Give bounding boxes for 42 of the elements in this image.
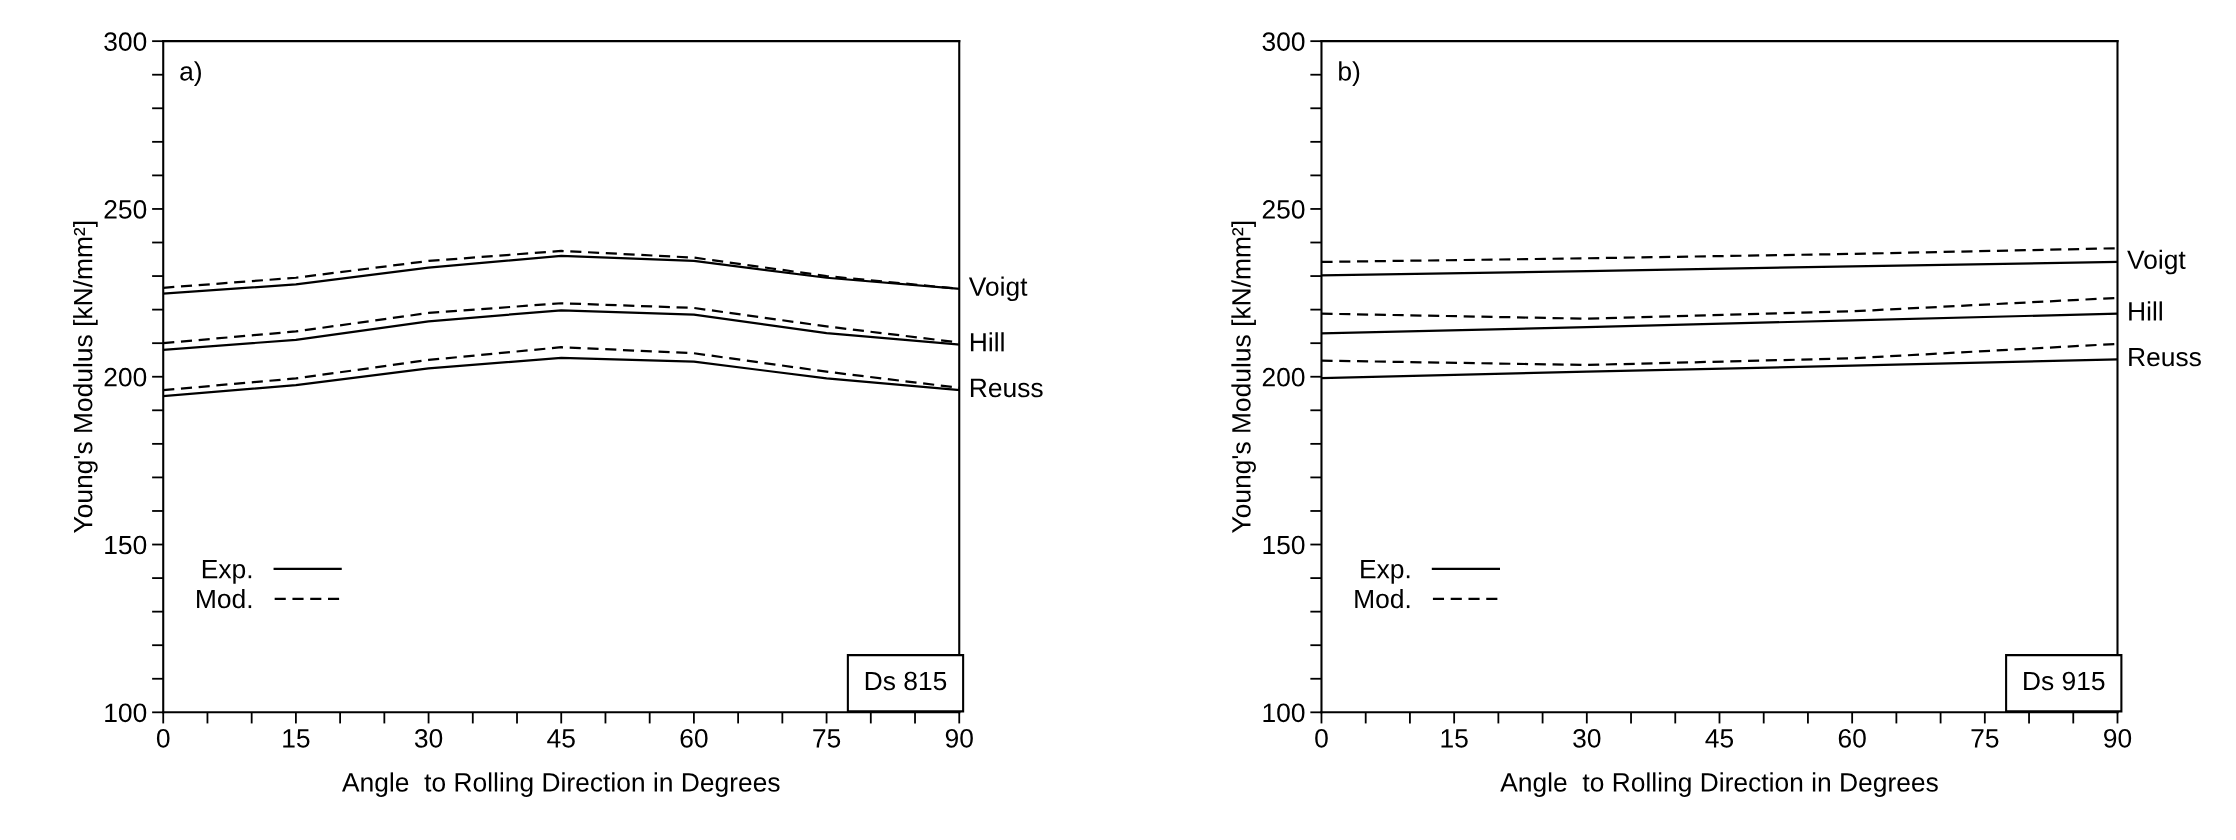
x-tick-label: 0	[1315, 728, 1328, 748]
x-tick-label: 30	[1573, 728, 1601, 748]
x-tick-label: 45	[547, 729, 575, 748]
y-tick-label: 150	[105, 535, 147, 555]
annotation: Ds 915	[2024, 671, 2105, 691]
y-tick-label: 300	[1262, 32, 1305, 51]
x-tick-label: 75	[1971, 729, 1999, 748]
x-tick-label: 0	[156, 728, 170, 748]
y-tick-label: 300	[104, 32, 147, 51]
y-axis-title: Young's Modulus [kN/mm²]	[1231, 221, 1256, 533]
x-tick-label: 15	[283, 729, 310, 748]
annotation: Mod.	[197, 588, 252, 609]
y-tick-label: 250	[1262, 200, 1305, 219]
annotation: Ds 815	[865, 671, 947, 691]
x-tick-label: 60	[1838, 728, 1866, 748]
x-axis-title: Angle to Rolling Direction in Degrees	[1500, 772, 1938, 797]
series-label: Reuss	[2129, 347, 2201, 367]
annotation: b)	[1339, 61, 1360, 86]
annotation: Exp.	[202, 560, 252, 584]
y-tick-label: 250	[104, 200, 147, 219]
x-tick-label: 15	[1441, 729, 1468, 748]
x-tick-label: 90	[2104, 728, 2132, 748]
annotation: Mod.	[1355, 588, 1410, 609]
y-tick-label: 200	[1262, 367, 1305, 387]
series-label: Voigt	[2127, 249, 2186, 275]
series-label: Voigt	[968, 276, 1028, 302]
y-tick-label: 150	[1263, 535, 1305, 555]
annotation: Exp.	[1361, 560, 1410, 584]
x-tick-label: 90	[945, 728, 973, 748]
series-label: Reuss	[970, 378, 1043, 398]
y-tick-label: 200	[104, 367, 147, 387]
series-label: Hill	[2129, 301, 2162, 321]
x-tick-label: 75	[813, 729, 841, 748]
x-axis-title: Angle to Rolling Direction in Degrees	[342, 772, 780, 797]
y-tick-label: 100	[105, 703, 147, 723]
annotation: a)	[180, 61, 201, 86]
series-label: Hill	[970, 332, 1004, 352]
y-axis-title: Young's Modulus [kN/mm²]	[73, 221, 98, 533]
x-tick-label: 60	[680, 728, 708, 748]
x-tick-label: 45	[1705, 729, 1734, 748]
x-tick-label: 30	[414, 728, 443, 748]
y-tick-label: 100	[1263, 703, 1305, 723]
